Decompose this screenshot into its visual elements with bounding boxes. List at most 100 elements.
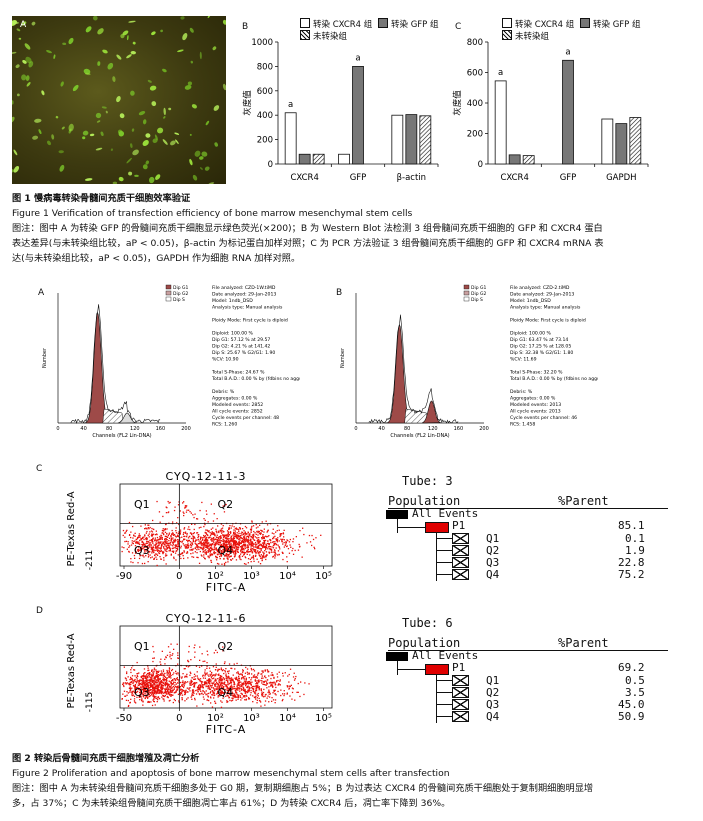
tree-line — [436, 550, 452, 551]
fluorescent-cell — [199, 156, 204, 160]
event-dot — [167, 696, 169, 699]
event-dot — [161, 691, 164, 693]
event-dot — [160, 681, 162, 683]
event-dot — [175, 545, 177, 547]
event-dot — [211, 540, 213, 542]
event-dot — [205, 537, 207, 539]
event-dot — [207, 530, 209, 532]
event-dot — [246, 553, 248, 555]
event-dot — [238, 681, 241, 683]
event-dot — [241, 540, 243, 542]
event-dot — [227, 691, 229, 693]
event-dot — [222, 688, 224, 690]
event-dot — [230, 559, 232, 561]
event-dot — [183, 528, 185, 530]
x-axis-label: FITC-A — [206, 581, 247, 594]
event-dot — [277, 537, 279, 539]
event-dot — [234, 690, 236, 692]
event-dot — [274, 699, 277, 701]
event-dot — [242, 669, 244, 671]
event-dot — [245, 541, 247, 543]
event-dot — [167, 691, 169, 694]
event-dot — [191, 695, 193, 697]
event-dot — [239, 535, 242, 537]
hist-stat-line: RCS: 1.260 — [212, 422, 237, 428]
event-dot — [140, 676, 143, 679]
event-dot — [186, 505, 188, 507]
event-dot — [227, 688, 229, 690]
event-dot — [151, 686, 154, 688]
event-dot — [216, 686, 218, 688]
event-dot — [181, 552, 184, 554]
event-dot — [279, 533, 281, 535]
event-dot — [164, 695, 166, 698]
event-dot — [226, 689, 228, 691]
event-dot — [262, 544, 264, 546]
gate-box-icon — [452, 557, 469, 568]
event-dot — [240, 681, 242, 683]
event-dot — [283, 690, 285, 692]
event-dot — [193, 676, 195, 678]
event-dot — [210, 561, 213, 563]
event-dot — [134, 684, 137, 686]
event-dot — [152, 699, 154, 701]
event-dot — [184, 532, 187, 534]
event-dot — [208, 681, 210, 683]
event-dot — [183, 514, 185, 517]
event-dot — [230, 679, 232, 681]
event-dot — [210, 533, 212, 535]
event-dot — [286, 692, 288, 694]
event-dot — [168, 675, 170, 677]
event-dot — [181, 681, 183, 684]
event-dot — [152, 687, 155, 689]
event-dot — [262, 547, 264, 549]
event-dot — [177, 672, 179, 674]
event-dot — [204, 674, 207, 676]
fluorescent-cell — [34, 118, 42, 123]
event-dot — [219, 547, 221, 549]
event-dot — [158, 691, 160, 694]
event-dot — [228, 670, 230, 672]
event-dot — [232, 688, 234, 690]
event-dot — [136, 696, 138, 698]
event-dot — [235, 559, 238, 561]
event-dot — [261, 695, 263, 697]
raw-histogram — [70, 304, 161, 424]
event-dot — [138, 541, 140, 543]
event-dot — [247, 683, 249, 685]
event-dot — [168, 683, 170, 686]
event-dot — [239, 695, 242, 697]
event-dot — [187, 537, 190, 539]
event-dot — [146, 672, 149, 675]
y-axis-label: 灰度值 — [242, 90, 253, 116]
event-dot — [228, 545, 231, 547]
event-dot — [180, 557, 182, 560]
event-dot — [303, 533, 305, 536]
event-dot — [153, 695, 156, 698]
event-dot — [181, 685, 184, 687]
fluorescent-cell — [13, 149, 18, 156]
event-dot — [169, 501, 171, 504]
event-dot — [138, 557, 141, 560]
fluorescent-cell — [162, 68, 167, 73]
event-dot — [227, 532, 229, 534]
event-dot — [165, 548, 168, 550]
event-dot — [242, 688, 245, 690]
event-dot — [213, 544, 216, 546]
event-dot — [140, 539, 142, 541]
event-dot — [250, 550, 252, 552]
event-dot — [225, 550, 227, 552]
event-dot — [281, 533, 283, 535]
event-dot — [232, 686, 234, 688]
event-dot — [217, 695, 219, 697]
event-dot — [245, 698, 248, 700]
event-dot — [136, 661, 138, 664]
event-dot — [174, 546, 176, 549]
event-dot — [211, 687, 213, 689]
event-dot — [243, 537, 245, 539]
event-dot — [173, 534, 175, 536]
event-dot — [143, 672, 145, 675]
event-dot — [300, 681, 302, 683]
event-dot — [185, 681, 187, 684]
event-dot — [212, 666, 215, 668]
